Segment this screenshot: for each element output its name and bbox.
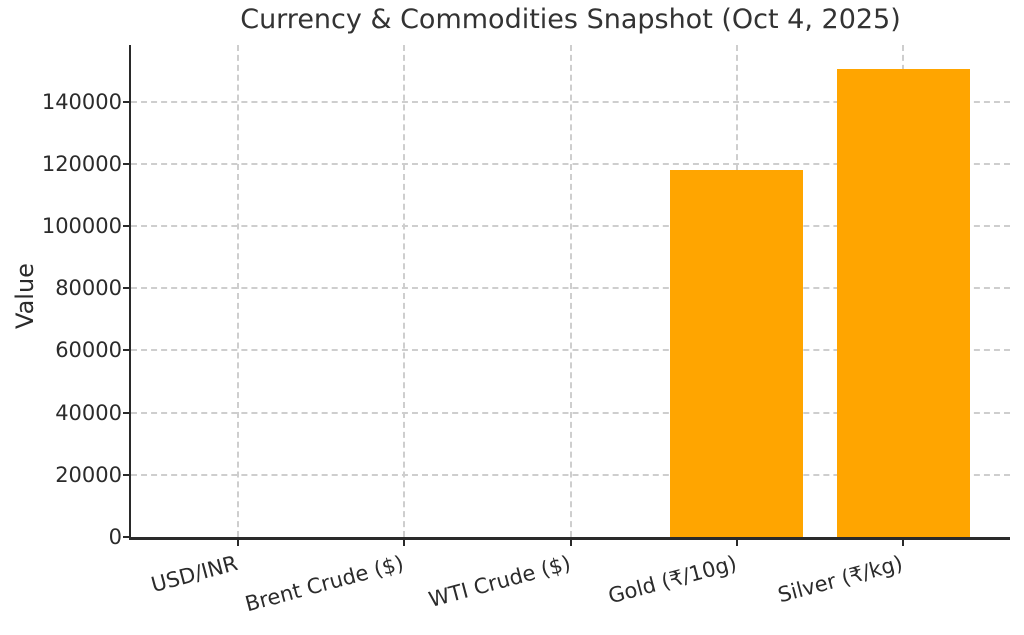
bar-Gold (₹/10g) [670, 170, 804, 537]
y-tick-mark [123, 536, 130, 538]
y-tick-mark [123, 473, 130, 476]
y-tick-label: 80000 [55, 276, 122, 301]
x-tick-mark [735, 540, 738, 546]
left-spine [129, 45, 131, 540]
y-tick-label: 20000 [55, 462, 122, 487]
y-tick-mark [123, 411, 130, 414]
vertical-gridline [403, 45, 406, 537]
bar-Silver (₹/kg) [836, 68, 970, 537]
y-tick-mark [123, 162, 130, 165]
x-tick-label-Gold (₹/10g): Gold (₹/10g) [605, 551, 739, 609]
vertical-gridline [237, 45, 239, 537]
y-tick-mark [123, 100, 130, 103]
chart-title: Currency & Commodities Snapshot (Oct 4, … [240, 4, 901, 35]
x-tick-mark [569, 540, 572, 546]
x-tick-mark [237, 540, 239, 546]
x-tick-mark [403, 540, 406, 546]
x-tick-label-Silver (₹/kg): Silver (₹/kg) [775, 551, 906, 608]
x-tick-mark [902, 540, 904, 546]
y-tick-label: 0 [108, 525, 122, 549]
plot-area [131, 45, 1010, 537]
bottom-spine [129, 537, 1010, 540]
y-tick-label: 140000 [41, 89, 122, 114]
x-tick-label-USD/INR: USD/INR [148, 551, 241, 598]
y-tick-label: 40000 [55, 400, 122, 425]
y-tick-mark [123, 349, 130, 352]
y-tick-label: 100000 [41, 214, 122, 238]
y-tick-mark [123, 225, 130, 227]
x-tick-label-WTI Crude ($): WTI Crude ($) [425, 551, 573, 612]
y-tick-mark [123, 287, 130, 290]
vertical-gridline [569, 45, 572, 537]
y-tick-label: 60000 [55, 338, 122, 363]
y-tick-label: 120000 [41, 151, 122, 176]
x-tick-label-Brent Crude ($): Brent Crude ($) [242, 551, 407, 617]
